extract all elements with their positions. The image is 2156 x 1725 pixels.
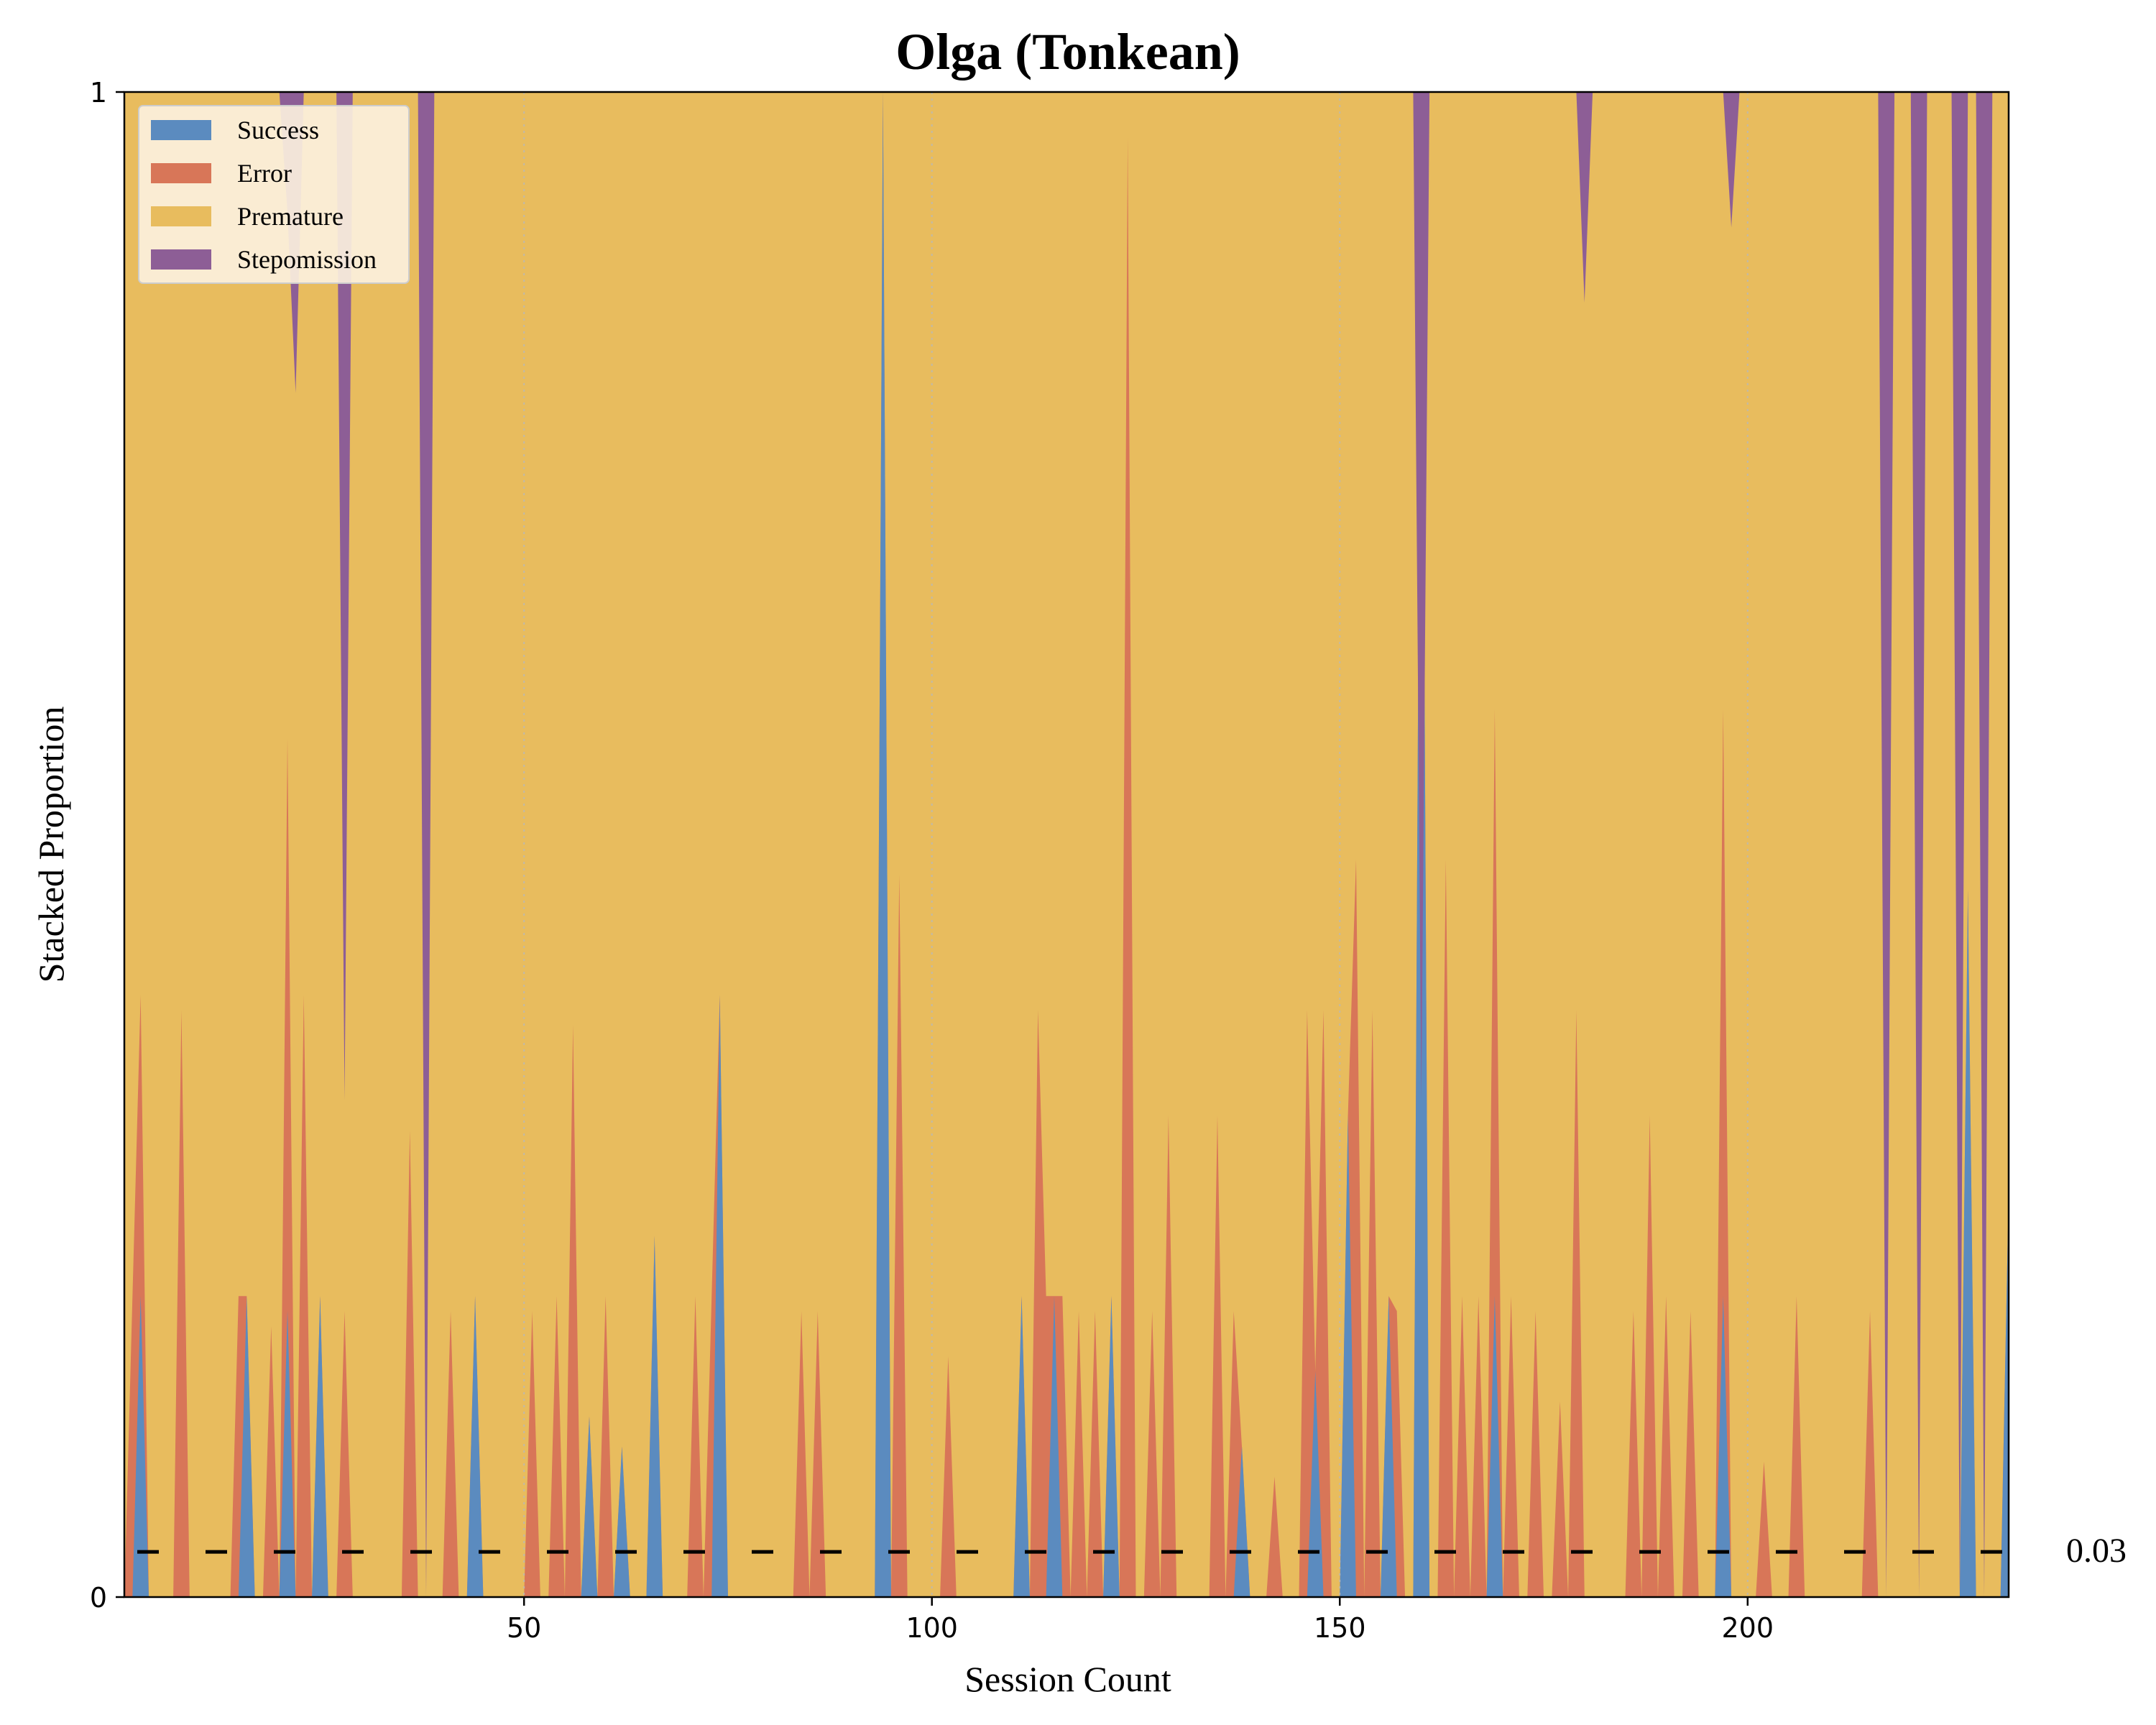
y-tick-label: 0	[90, 1582, 107, 1614]
legend: Success Error Premature Stepomission	[138, 105, 410, 284]
reference-line-label: 0.03	[2066, 1532, 2127, 1570]
x-tick-label: 50	[507, 1612, 541, 1644]
legend-label-premature: Premature	[237, 202, 344, 231]
plot-area	[124, 92, 2009, 1597]
y-tick-label: 1	[90, 77, 107, 109]
legend-label-success: Success	[237, 116, 319, 144]
plot-frame	[123, 91, 2010, 1598]
x-axis-ticks: 50 100 150 200	[507, 1597, 1774, 1644]
legend-swatch-error	[151, 163, 211, 183]
x-gridlines	[523, 92, 1749, 1597]
legend-label-stepomission: Stepomission	[237, 245, 377, 274]
premature-area	[124, 92, 2009, 1597]
chart-title: Olga (Tonkean)	[895, 23, 1240, 80]
x-axis-label: Session Count	[964, 1659, 1171, 1699]
legend-swatch-premature	[151, 206, 211, 226]
x-tick-label: 150	[1314, 1612, 1366, 1644]
legend-swatch-stepomission	[151, 249, 211, 270]
reference-line-label-group: 0.03	[2066, 1532, 2127, 1570]
y-axis-label: Stacked Proportion	[31, 707, 71, 983]
legend-box	[138, 105, 410, 284]
x-tick-label: 200	[1722, 1612, 1774, 1644]
legend-swatch-success	[151, 120, 211, 140]
y-axis-ticks: 01	[90, 77, 124, 1614]
x-tick-label: 100	[906, 1612, 958, 1644]
legend-label-error: Error	[237, 159, 292, 188]
